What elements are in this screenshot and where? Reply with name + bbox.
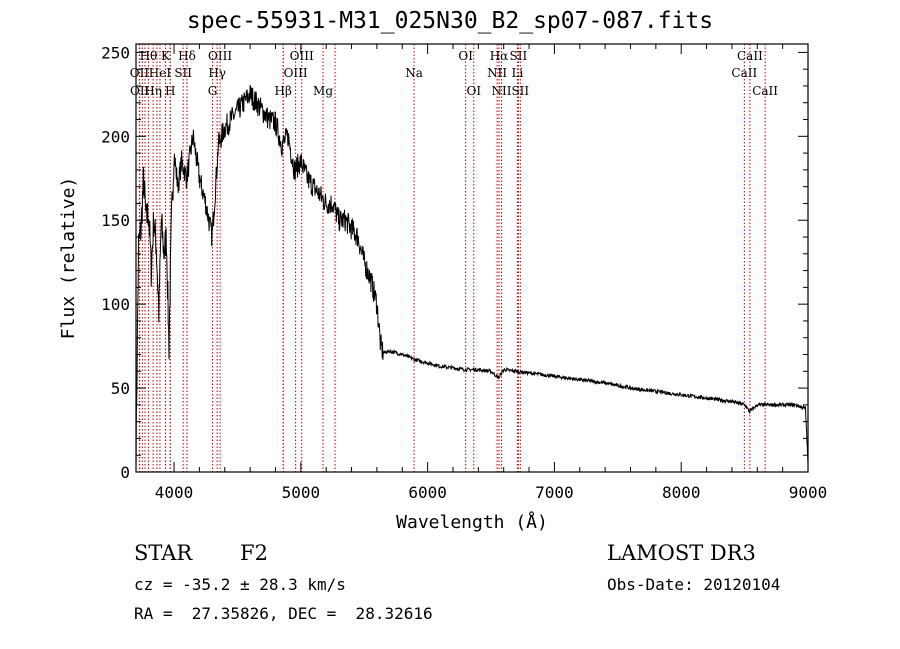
x-tick-label: 9000	[789, 483, 828, 502]
observation-date: Obs-Date: 20120104	[607, 575, 781, 594]
line-label: CaII	[737, 49, 763, 63]
line-label: Hθ	[140, 49, 158, 63]
chart-title: spec-55931-M31_025N30_B2_sp07-087.fits	[186, 8, 714, 34]
line-label: CaII	[752, 84, 778, 98]
line-label: CaII	[731, 66, 757, 80]
y-tick-label: 100	[101, 295, 130, 314]
line-label: G	[208, 84, 218, 98]
survey-name: LAMOST DR3	[607, 541, 756, 565]
object-subclass: F2	[240, 541, 268, 565]
x-tick-label: 8000	[662, 483, 701, 502]
spectrum-line	[135, 84, 809, 473]
line-label: Hη	[144, 84, 162, 98]
x-tick-label: 7000	[535, 483, 574, 502]
y-tick-label: 150	[101, 211, 130, 230]
y-tick-label: 50	[111, 379, 130, 398]
line-label: OIII	[284, 66, 308, 80]
redshift-cz: cz = -35.2 ± 28.3 km/s	[134, 575, 346, 594]
ra-dec: RA = 27.35826, DEC = 28.32616	[134, 604, 433, 623]
line-label: OIII	[208, 49, 232, 63]
object-class: STAR	[134, 541, 193, 565]
line-label: Hα	[490, 49, 509, 63]
x-tick-label: 6000	[408, 483, 447, 502]
y-tick-label: 250	[101, 43, 130, 62]
line-label: SII	[510, 49, 528, 63]
line-label: H	[165, 84, 175, 98]
y-axis-label: Flux (relative)	[58, 177, 79, 340]
line-label: OII	[130, 66, 150, 80]
line-label: NII	[492, 84, 512, 98]
line-label: HeI	[149, 66, 172, 80]
y-tick-label: 200	[101, 127, 130, 146]
line-label: Mg	[313, 84, 333, 98]
line-label: Na	[405, 66, 423, 80]
line-label: Hδ	[178, 49, 196, 63]
line-label: OI	[458, 49, 473, 63]
x-tick-label: 4000	[155, 483, 194, 502]
line-label: Li	[511, 66, 523, 80]
line-label: OI	[466, 84, 481, 98]
line-label: OII	[130, 84, 150, 98]
line-label: OIII	[290, 49, 314, 63]
line-label: SII	[174, 66, 192, 80]
line-label: SII	[511, 84, 529, 98]
plot-frame	[135, 43, 809, 473]
line-label: K	[161, 49, 171, 63]
line-label: Hγ	[208, 66, 226, 80]
line-label: Hβ	[275, 84, 292, 98]
x-axis-label: Wavelength (Å)	[396, 511, 548, 533]
x-tick-label: 5000	[282, 483, 321, 502]
y-tick-label: 0	[120, 463, 130, 482]
line-label: NII	[487, 66, 507, 80]
